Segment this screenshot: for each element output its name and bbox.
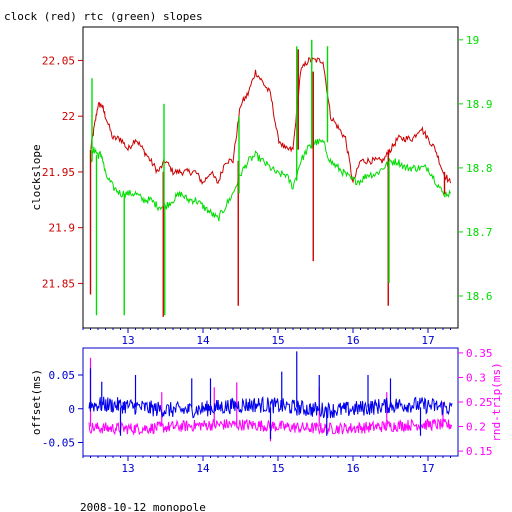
y-tick-label: 0 [68, 403, 75, 416]
x-tick-label: 14 [196, 334, 210, 347]
x-tick-label: 13 [121, 334, 134, 347]
chart-title: clock (red) rtc (green) slopes [4, 10, 203, 23]
y2-tick-label: 0.15 [466, 445, 493, 458]
x-tick-label: 15 [271, 334, 284, 347]
y2-tick-label: 0.3 [466, 371, 486, 384]
offset-panel: 13 14 15 16 17 -0.05 0 0.05 0.15 0.2 0.25 0.3 0.35 of… [30, 347, 503, 475]
y-tick-label: 21.9 [49, 222, 76, 235]
footer-label: 2008-10-12 monopole [80, 501, 206, 512]
x-tick-label: 17 [421, 462, 434, 475]
y2-tick-label: 18.6 [466, 290, 493, 303]
y2-tick-label: 19 [466, 34, 479, 47]
y-tick-label: 22 [62, 110, 75, 123]
x-tick-label: 14 [196, 462, 210, 475]
slope-panel-frame [82, 26, 459, 329]
y2-tick-label: 0.2 [466, 421, 486, 434]
y2-tick-label: 0.35 [466, 347, 493, 360]
slope-panel: 13 14 15 16 17 21.85 21.9 21.95 22 22.05 18.6 18.7 1… [30, 26, 493, 347]
y-tick-label: 22.05 [42, 54, 75, 67]
y-axis-label: offset(ms) [30, 369, 43, 435]
x-tick-label: 15 [271, 462, 284, 475]
x-tick-label: 13 [121, 462, 134, 475]
y2-tick-label: 0.25 [466, 396, 493, 409]
y2-axis-label: rnd-trip(ms) [490, 362, 503, 441]
x-tick-label: 17 [421, 334, 434, 347]
y2-tick-label: 18.9 [466, 98, 493, 111]
y-tick-label: -0.05 [42, 437, 75, 450]
y-tick-label: 0.05 [49, 369, 76, 382]
y-tick-label: 21.95 [42, 166, 75, 179]
y2-tick-label: 18.8 [466, 162, 493, 175]
y2-tick-label: 18.7 [466, 226, 493, 239]
y-tick-label: 21.85 [42, 277, 75, 290]
x-tick-label: 16 [346, 462, 359, 475]
y-axis-label: clockslope [30, 144, 43, 210]
offset-series-line [88, 395, 453, 419]
x-tick-label: 16 [346, 334, 359, 347]
